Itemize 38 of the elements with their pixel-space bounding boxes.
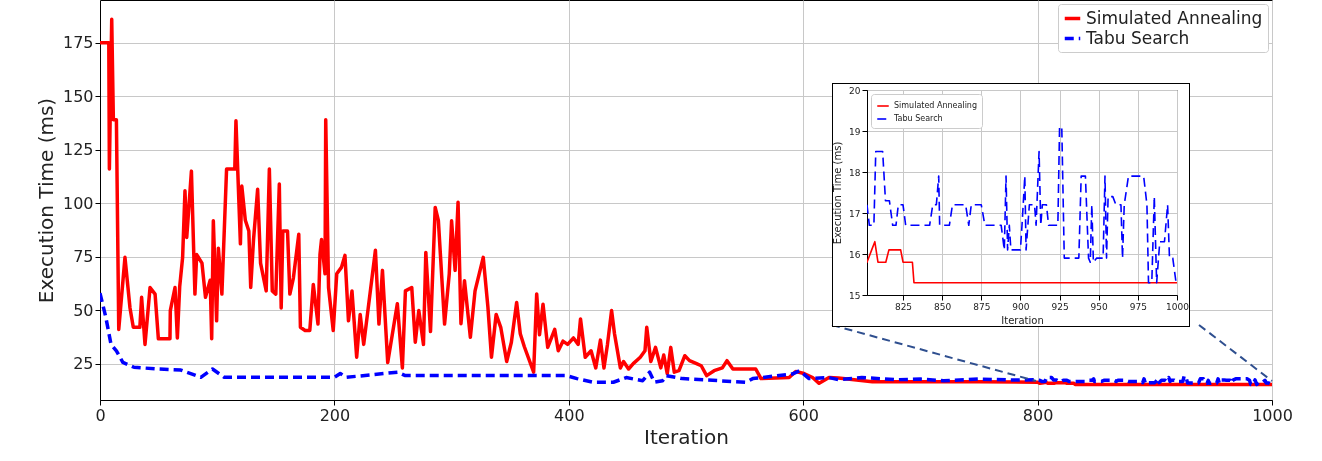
y-tick-label: 18	[849, 167, 861, 178]
legend-label: Simulated Annealing	[894, 101, 977, 110]
y-tick-label: 100	[62, 193, 94, 213]
line-series	[867, 126, 1177, 284]
line-series	[867, 240, 1177, 284]
x-tick-label: 800	[1022, 405, 1054, 425]
y-tick-label: 50	[73, 300, 94, 320]
x-tick-label: 950	[1090, 301, 1109, 312]
x-tick-label: 925	[1051, 301, 1069, 312]
y-tick-label: 125	[62, 140, 94, 160]
x-tick-label: 1000	[1252, 405, 1293, 425]
x-tick-label: 850	[934, 301, 952, 312]
legend-label: Simulated Annealing	[1086, 7, 1263, 28]
x-tick-label: 400	[554, 405, 585, 425]
y-tick-label: 150	[62, 86, 94, 106]
y-axis-title: Execution Time (ms)	[33, 97, 58, 304]
y-tick-label: 15	[849, 290, 861, 301]
y-tick-label: 19	[849, 126, 861, 137]
x-tick-label: 600	[788, 405, 819, 425]
x-tick-label: 875	[973, 301, 991, 312]
x-tick-label: 900	[1012, 301, 1030, 312]
x-axis-title: Iteration	[644, 424, 729, 449]
y-tick-label: 20	[849, 85, 861, 96]
x-tick-label: 1000	[1166, 301, 1190, 312]
x-tick-label: 200	[319, 405, 351, 425]
y-tick-label: 17	[849, 208, 861, 219]
line-series	[100, 291, 1272, 387]
y-tick-label: 25	[73, 354, 94, 374]
legend-label: Tabu Search	[893, 114, 943, 123]
y-tick-label: 75	[73, 247, 94, 267]
x-tick-label: 825	[894, 301, 913, 312]
y-tick-label: 16	[849, 249, 861, 260]
x-tick-label: 0	[95, 405, 106, 425]
y-axis-title: Execution Time (ms)	[832, 141, 844, 245]
legend-label: Tabu Search	[1085, 27, 1190, 48]
x-axis-title: Iteration	[1001, 314, 1044, 326]
y-tick-label: 175	[62, 33, 94, 53]
x-tick-label: 975	[1129, 301, 1147, 312]
